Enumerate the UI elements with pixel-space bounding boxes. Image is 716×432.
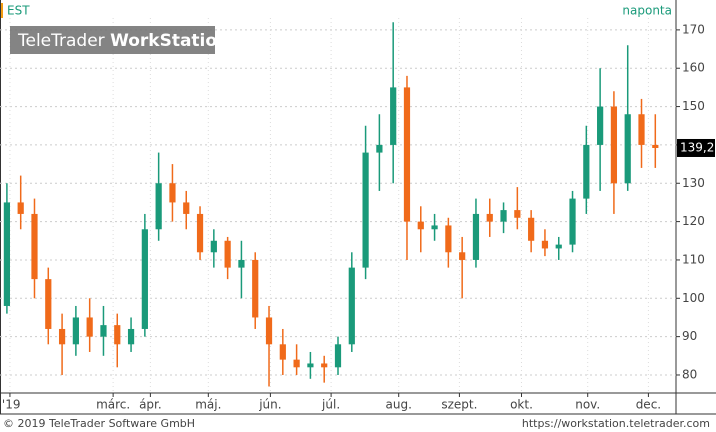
x-tick-label: júl. — [321, 398, 340, 412]
candle-body — [72, 317, 79, 345]
last-value-box — [677, 138, 715, 157]
y-tick-label: 110 — [682, 252, 705, 266]
x-tick-label: máj. — [195, 398, 221, 412]
candle-body — [528, 217, 535, 241]
candle-body — [624, 114, 631, 184]
candle-body — [445, 225, 452, 253]
x-tick-label: nov. — [575, 398, 600, 412]
candle-body — [58, 328, 66, 345]
x-tick-label: dec. — [636, 398, 661, 412]
logo-box — [10, 26, 215, 54]
candle-body — [31, 213, 38, 280]
candle-body — [569, 198, 576, 245]
candle-body — [431, 225, 438, 230]
candle-body — [265, 317, 273, 345]
y-tick-label: 150 — [682, 99, 705, 113]
candle-body — [459, 252, 466, 260]
candle-body — [155, 183, 162, 230]
candle-body — [597, 106, 604, 145]
x-tick-label: jún. — [258, 398, 281, 412]
candle-body — [210, 240, 217, 253]
y-tick-label: 120 — [682, 214, 705, 228]
candle-body — [376, 144, 383, 153]
candle-body — [86, 317, 93, 337]
symbol: EST — [7, 4, 30, 18]
candle-body — [486, 213, 493, 222]
last-value-label: 139,2 — [680, 140, 714, 154]
candle-body — [45, 279, 52, 329]
x-tick-label: okt. — [510, 398, 533, 412]
candle-body — [224, 240, 231, 268]
candle-body — [169, 183, 176, 203]
x-tick-label: szept. — [441, 398, 477, 412]
interval: naponta — [622, 4, 672, 18]
y-tick-label: 160 — [682, 61, 705, 75]
candle-body — [555, 244, 562, 249]
candle-body — [500, 210, 507, 222]
y-tick-label: 100 — [682, 291, 705, 305]
candle-body — [279, 344, 286, 360]
candle-body — [403, 87, 411, 222]
x-tick-label: '19 — [2, 398, 21, 412]
candle-body — [334, 344, 342, 368]
candle-body — [514, 210, 521, 218]
y-tick-label: 80 — [682, 367, 697, 381]
candle-body — [583, 144, 590, 199]
copyright: © 2019 TeleTrader Software GmbH — [3, 417, 195, 430]
candle-body — [307, 363, 314, 368]
candle-body — [610, 106, 618, 184]
candle-body — [638, 114, 645, 145]
logo-light: TeleTrader WorkStation — [17, 31, 229, 51]
candle-body — [114, 325, 121, 345]
candle-body — [472, 213, 480, 260]
candle-body — [348, 267, 355, 345]
y-tick-label: 90 — [682, 329, 697, 343]
candle-body — [183, 202, 190, 214]
candle-body — [141, 229, 148, 329]
candle-body — [238, 259, 245, 268]
candle-body — [652, 144, 659, 148]
y-tick-label: 130 — [682, 176, 705, 190]
x-tick-label: márc. — [96, 398, 130, 412]
candle-body — [293, 359, 300, 368]
url: https://workstation.teletrader.com — [522, 417, 710, 430]
candle-body — [417, 221, 424, 230]
candle-body — [3, 202, 11, 306]
candle-body — [321, 363, 328, 368]
candle-body — [17, 202, 24, 214]
candle-body — [196, 213, 204, 253]
x-tick-label: ápr. — [139, 398, 162, 412]
candle-body — [252, 259, 259, 318]
symbol-marker — [0, 3, 3, 18]
y-tick-label: 170 — [682, 22, 705, 36]
candle-body — [127, 328, 135, 345]
candle-body — [541, 240, 549, 249]
candle-body — [390, 87, 397, 145]
candle-body — [100, 325, 107, 337]
x-tick-label: aug. — [386, 398, 412, 412]
candle-body — [362, 152, 369, 268]
